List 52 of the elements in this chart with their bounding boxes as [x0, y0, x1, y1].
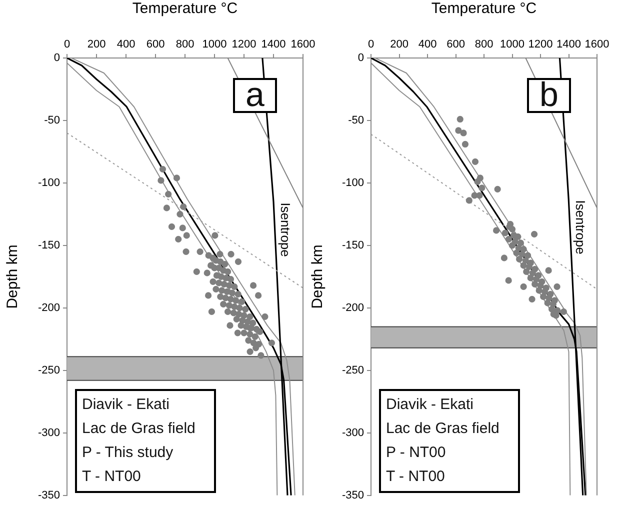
- label-box: a: [233, 78, 277, 113]
- x-tick-label: 600: [446, 38, 465, 50]
- y-tick-label: -250: [342, 364, 364, 376]
- x-tick-label: 400: [116, 38, 136, 50]
- y-tick-label: -150: [342, 239, 364, 252]
- y-tick-label: -50: [348, 114, 364, 127]
- y-tick-label: -300: [38, 426, 60, 439]
- annotation: Lac de Gras field: [82, 419, 196, 440]
- x-tick-label: 400: [418, 38, 437, 50]
- x-tick-label: 800: [474, 38, 494, 50]
- annotation: Lac de Gras field: [386, 419, 500, 440]
- annotation: Diavik - Ekati: [82, 395, 171, 416]
- x-tick-label: 1400: [556, 38, 581, 50]
- x-tick-label: 1000: [202, 38, 227, 50]
- annotation: b: [540, 76, 558, 114]
- y-tick-label: -300: [342, 426, 364, 439]
- annotation: Diavik - Ekati: [386, 395, 475, 416]
- annotation: T - NT00: [82, 467, 142, 488]
- x-tick-label: 800: [176, 38, 194, 50]
- x-tick-label: 1000: [500, 38, 524, 50]
- x-tick-label: 1400: [261, 38, 286, 50]
- x-axis-title: Temperature °C: [431, 0, 537, 18]
- label-box: b: [527, 78, 571, 113]
- x-tick-label: 0: [64, 38, 70, 50]
- annotation: T - NT00: [386, 467, 446, 488]
- x-tick-label: 1200: [528, 38, 553, 50]
- y-tick-label: -350: [342, 489, 364, 502]
- y-tick-label: 0: [358, 52, 364, 64]
- y-tick-label: -250: [38, 364, 60, 376]
- y-axis-title: Depth km: [4, 244, 22, 309]
- y-tick-label: -350: [38, 489, 60, 502]
- y-axis-title: Depth km: [309, 244, 326, 309]
- x-tick-label: 1600: [290, 38, 316, 50]
- x-tick-label: 200: [87, 38, 106, 50]
- annotation: P - This study: [82, 443, 174, 464]
- annotation: P - NT00: [386, 443, 447, 464]
- text: Isentrope: [278, 202, 293, 257]
- y-tick-label: -100: [38, 177, 60, 190]
- y-tick-label: -200: [38, 302, 60, 314]
- y-tick-label: -50: [44, 114, 60, 127]
- annotation: a: [246, 76, 264, 114]
- y-tick-label: -200: [342, 302, 364, 314]
- x-tick-label: 600: [146, 38, 165, 50]
- x-tick-label: 0: [368, 38, 374, 50]
- y-tick-label: -100: [342, 177, 364, 190]
- x-axis-title: Temperature °C: [132, 0, 238, 18]
- x-tick-label: 1600: [584, 38, 610, 50]
- text: Isentrope: [573, 200, 588, 254]
- y-tick-label: 0: [54, 52, 60, 64]
- x-tick-label: 1200: [232, 38, 256, 50]
- y-tick-label: -150: [38, 239, 60, 252]
- x-tick-label: 200: [390, 38, 408, 50]
